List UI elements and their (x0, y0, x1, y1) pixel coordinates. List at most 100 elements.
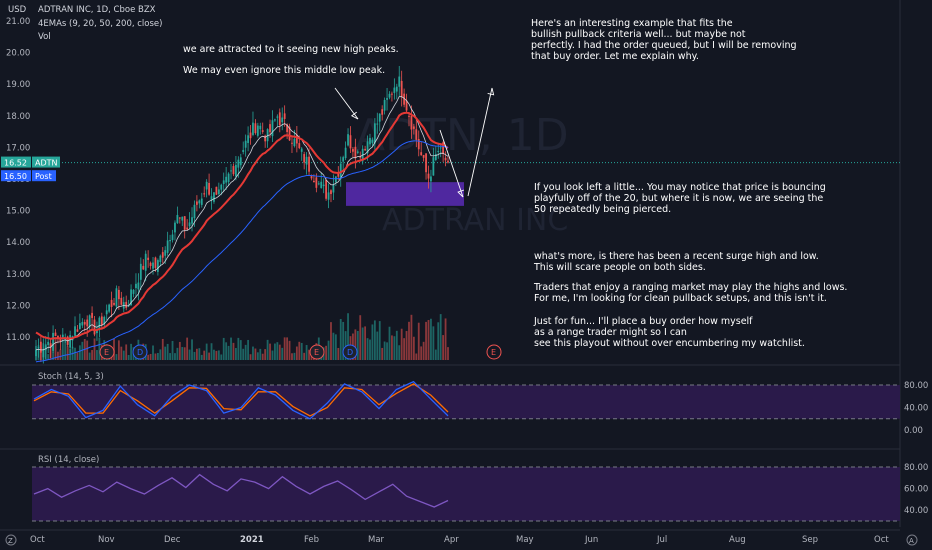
candle-body (381, 109, 384, 115)
volume-legend[interactable]: Vol (38, 32, 51, 42)
candle-body (176, 214, 179, 224)
volume-bar (205, 343, 208, 360)
volume-bar (164, 346, 167, 360)
candle-body (152, 262, 154, 269)
volume-bar (354, 329, 357, 360)
volume-bar (347, 313, 349, 360)
candle-body (359, 156, 362, 158)
candle-body (410, 115, 413, 130)
candle-body (334, 176, 337, 183)
price-tick-label: 17.00 (6, 143, 30, 153)
volume-bar (130, 343, 132, 360)
candle-body (417, 138, 420, 150)
candle-body (427, 173, 430, 179)
timezone-icon-label: Z (8, 537, 13, 545)
volume-bar (86, 340, 89, 360)
note-surge: what's more, is there has been a recent … (534, 251, 819, 273)
last-price-badge (1, 156, 31, 168)
rsi-line (33, 473, 449, 508)
volume-bar (227, 345, 230, 360)
candle-body (105, 310, 108, 315)
candle-body (86, 319, 89, 327)
volume-bar (54, 337, 57, 360)
candle-body (193, 204, 196, 219)
volume-bar (195, 348, 198, 360)
candle-body (110, 299, 113, 307)
rsi-tick-label: 80.00 (904, 463, 928, 473)
note-high-peaks: we are attracted to it seeing new high p… (183, 44, 399, 55)
volume-bar (393, 336, 396, 360)
volume-bar (427, 320, 430, 360)
candle-body (281, 117, 284, 123)
candle-body (442, 142, 445, 154)
volume-bar (327, 340, 330, 360)
candle-body (425, 153, 427, 173)
volume-bar (325, 345, 328, 360)
volume-bar (388, 326, 391, 360)
watermark-symbol: ADTN, 1D (355, 110, 569, 161)
volume-bar (342, 321, 345, 360)
volume-bar (371, 324, 374, 360)
volume-bar (332, 332, 335, 360)
volume-bar (44, 345, 47, 360)
stoch-tick-label: 80.00 (904, 381, 928, 391)
price-tick-label: 11.00 (6, 333, 30, 343)
volume-bar (298, 341, 301, 360)
candle-body (269, 124, 271, 133)
volume-bar (120, 346, 123, 360)
volume-bar (422, 341, 425, 360)
symbol-title[interactable]: ADTRAN INC, 1D, Cboe BZX (38, 5, 156, 15)
candle-body (278, 112, 281, 126)
candle-body (434, 154, 437, 161)
candle-body (198, 200, 201, 204)
volume-bar (276, 342, 279, 360)
volume-bar (369, 339, 371, 360)
candle-body (288, 126, 291, 141)
volume-bar (74, 347, 76, 360)
volume-bar (244, 344, 247, 360)
candle-body (376, 123, 379, 125)
candle-body (132, 289, 135, 294)
volume-bar (156, 352, 159, 360)
volume-bar (386, 342, 388, 360)
candle-body (147, 257, 150, 260)
volume-bar (115, 354, 118, 360)
candle-body (161, 252, 164, 258)
candle-body (83, 322, 86, 325)
candle-body (115, 288, 118, 307)
volume-bar (420, 346, 423, 360)
volume-bar (183, 347, 186, 360)
volume-bar (154, 353, 157, 360)
annotation-arrow-head (457, 189, 464, 198)
candle-body (315, 177, 318, 188)
event-marker-label: D (347, 348, 353, 357)
candle-body (295, 134, 298, 144)
candle-body (308, 156, 310, 172)
post-price-value: 16.50 (4, 172, 27, 181)
volume-bar (122, 350, 125, 360)
candle-body (403, 93, 406, 105)
volume-bar (215, 350, 218, 360)
volume-bar (76, 352, 79, 360)
candle-body (74, 326, 76, 336)
candle-body (256, 125, 259, 136)
candle-body (181, 216, 184, 221)
candle-body (373, 123, 376, 144)
candle-body (120, 297, 123, 305)
buy-zone-box (346, 182, 464, 206)
indicator-legend[interactable]: 4EMAs (9, 20, 50, 200, close) (38, 19, 163, 29)
candle-body (386, 98, 388, 100)
volume-bar (93, 338, 96, 360)
volume-bar (210, 343, 213, 360)
candle-body (298, 143, 301, 149)
candle-body (261, 130, 264, 132)
time-tick-label: May (516, 535, 534, 545)
candle-body (78, 323, 81, 330)
candle-body (244, 140, 247, 148)
volume-bar (88, 352, 91, 360)
candle-body (144, 253, 147, 271)
candle-body (439, 147, 442, 149)
volume-bar (410, 314, 413, 360)
volume-bar (66, 346, 69, 360)
